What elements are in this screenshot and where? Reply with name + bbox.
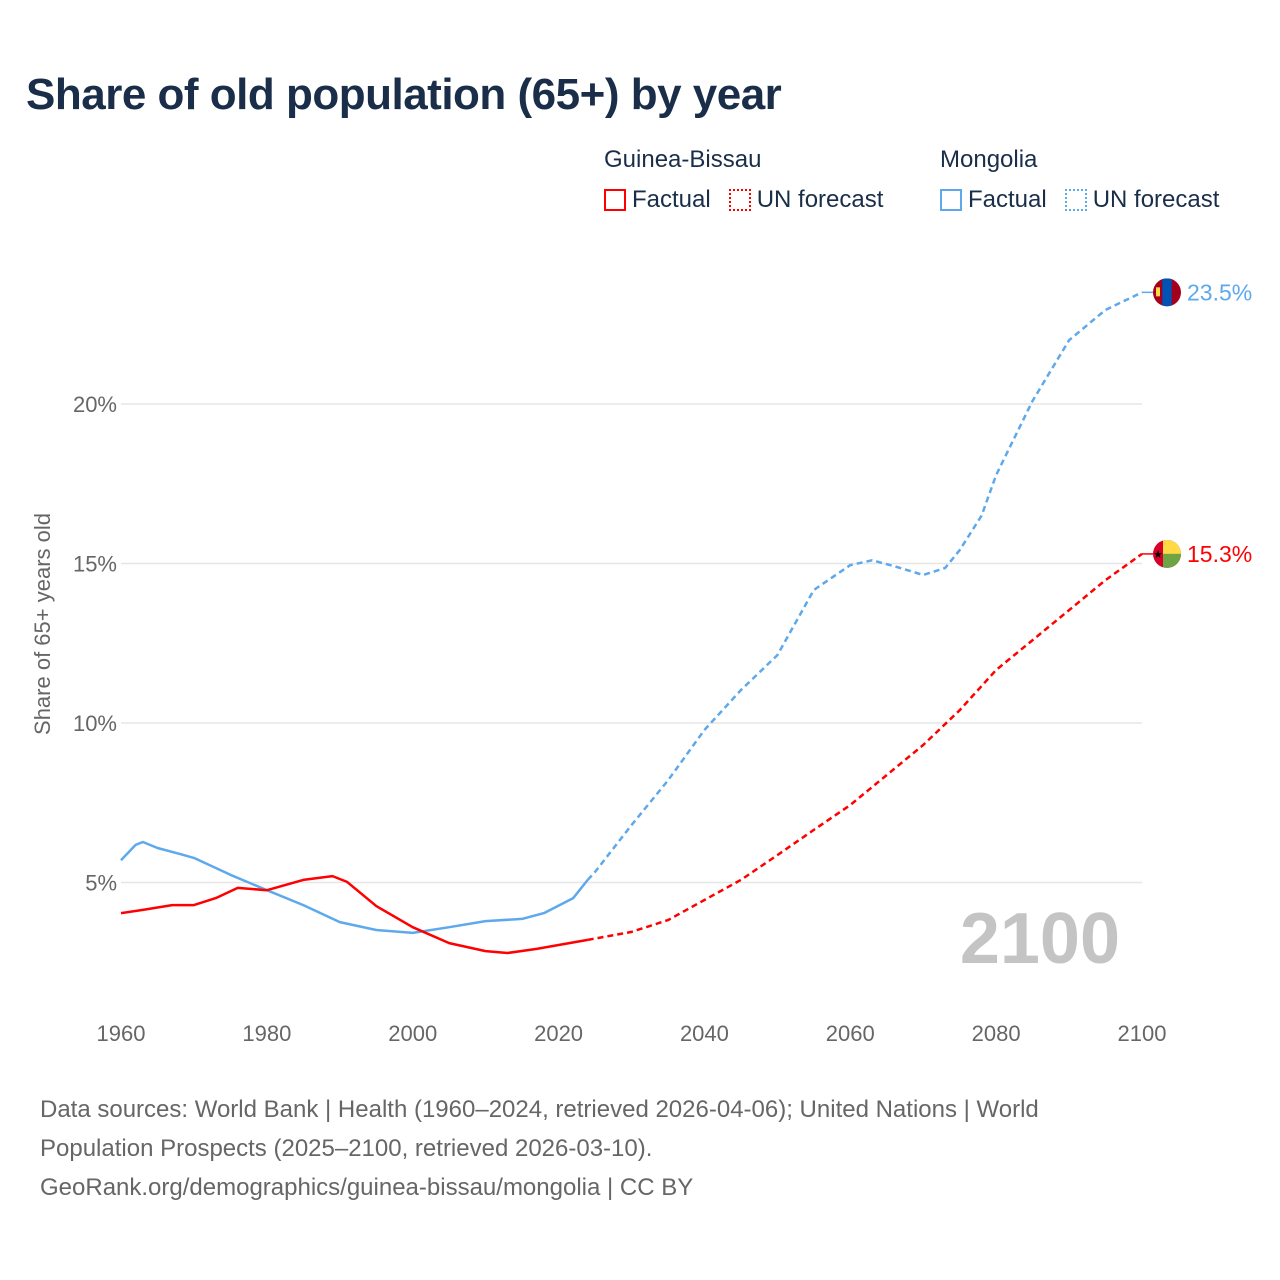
legend-label: Factual [968, 186, 1047, 213]
x-tick-label: 2000 [388, 1021, 437, 1046]
year-watermark: 2100 [960, 899, 1120, 979]
footer-sources: Data sources: World Bank | Health (1960–… [40, 1096, 1039, 1123]
swatch-dotted-icon [1064, 189, 1087, 211]
legend-guinea-bissau: Guinea-Bissau Factual UN forecast [604, 146, 883, 214]
footer-sources-cont: Population Prospects (2025–2100, retriev… [40, 1135, 653, 1162]
swatch-solid-icon [604, 189, 626, 211]
flag-soyombo [1156, 287, 1160, 297]
x-tick-label: 1980 [242, 1021, 291, 1046]
x-tick-label: 2040 [680, 1021, 729, 1046]
legend-forecast[interactable]: UN forecast [728, 186, 884, 214]
y-axis-label: Share of 65+ years old [30, 513, 55, 735]
x-tick-label: 2060 [826, 1021, 875, 1046]
legend-forecast[interactable]: UN forecast [1064, 186, 1220, 214]
x-tick-label: 2100 [1118, 1021, 1167, 1046]
legend-label: Factual [632, 186, 711, 213]
legend-country: Guinea-Bissau [604, 146, 762, 173]
flag-stripe [1163, 539, 1181, 554]
flag-stripe [1163, 553, 1181, 568]
flag-body: ★ [1153, 539, 1181, 568]
end-value-label: 23.5% [1187, 279, 1252, 305]
flag-star: ★ [1153, 549, 1163, 561]
footer-link[interactable]: GeoRank.org/demographics/guinea-bissau/m… [40, 1174, 694, 1201]
x-tick-label: 2020 [534, 1021, 583, 1046]
y-tick-label: 5% [85, 871, 117, 896]
legend-factual[interactable]: Factual [940, 186, 1047, 214]
legend-label: UN forecast [756, 186, 884, 213]
swatch-dotted-icon [728, 189, 751, 211]
flag-mongolia-icon [1153, 278, 1181, 307]
x-tick-label: 2080 [972, 1021, 1021, 1046]
x-tick-label: 1960 [97, 1021, 146, 1046]
legend-mongolia: Mongolia Factual UN forecast [940, 146, 1219, 214]
chart-title: Share of old population (65+) by year [26, 70, 782, 119]
y-tick-label: 10% [73, 711, 117, 736]
legend-label: UN forecast [1092, 186, 1220, 213]
flag-stripe [1162, 278, 1172, 307]
flag-body [1153, 278, 1181, 307]
legend-country: Mongolia [940, 146, 1038, 173]
series-guinea-bissau-factual [120, 874, 588, 955]
legend-factual[interactable]: Factual [604, 186, 711, 214]
swatch-solid-icon [940, 189, 962, 211]
series-mongolia-forecast [586, 291, 1143, 881]
y-tick-label: 20% [73, 392, 117, 417]
end-value-label: 15.3% [1187, 541, 1252, 567]
series-guinea-bissau-forecast [587, 552, 1143, 942]
footer: Data sources: World Bank | Health (1960–… [40, 1090, 1039, 1207]
y-tick-label: 15% [73, 552, 117, 577]
flag-guinea-bissau-icon: ★ [1153, 539, 1181, 568]
series-mongolia-factual [120, 840, 589, 935]
